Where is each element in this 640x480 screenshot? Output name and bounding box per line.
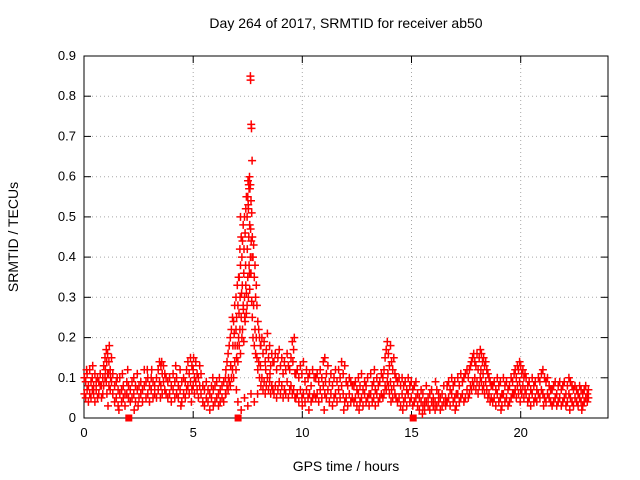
x-tick-label: 20 (513, 425, 527, 440)
scatter-points-plus (80, 72, 593, 418)
x-tick-label: 5 (190, 425, 197, 440)
y-tick-label: 0.4 (58, 249, 76, 264)
y-tick-label: 0.2 (58, 330, 76, 345)
event-marker-square (125, 414, 133, 422)
x-tick-label: 0 (80, 425, 87, 440)
x-axis-label: GPS time / hours (292, 458, 400, 474)
y-tick-label: 0.3 (58, 289, 76, 304)
chart-title: Day 264 of 2017, SRMTID for receiver ab5… (209, 15, 483, 31)
y-tick-label: 0.1 (58, 370, 76, 385)
y-tick-label: 0.5 (58, 209, 76, 224)
x-tick-label: 15 (404, 425, 418, 440)
x-tick-label: 10 (295, 425, 309, 440)
y-tick-label: 0 (69, 410, 76, 425)
plot-border (83, 55, 609, 419)
y-tick-label: 0.8 (58, 88, 76, 103)
event-marker-square (409, 414, 417, 422)
y-tick-label: 0.7 (58, 128, 76, 143)
event-marker-square (234, 414, 242, 422)
y-tick-label: 0.6 (58, 169, 76, 184)
y-tick-label: 0.9 (58, 48, 76, 63)
